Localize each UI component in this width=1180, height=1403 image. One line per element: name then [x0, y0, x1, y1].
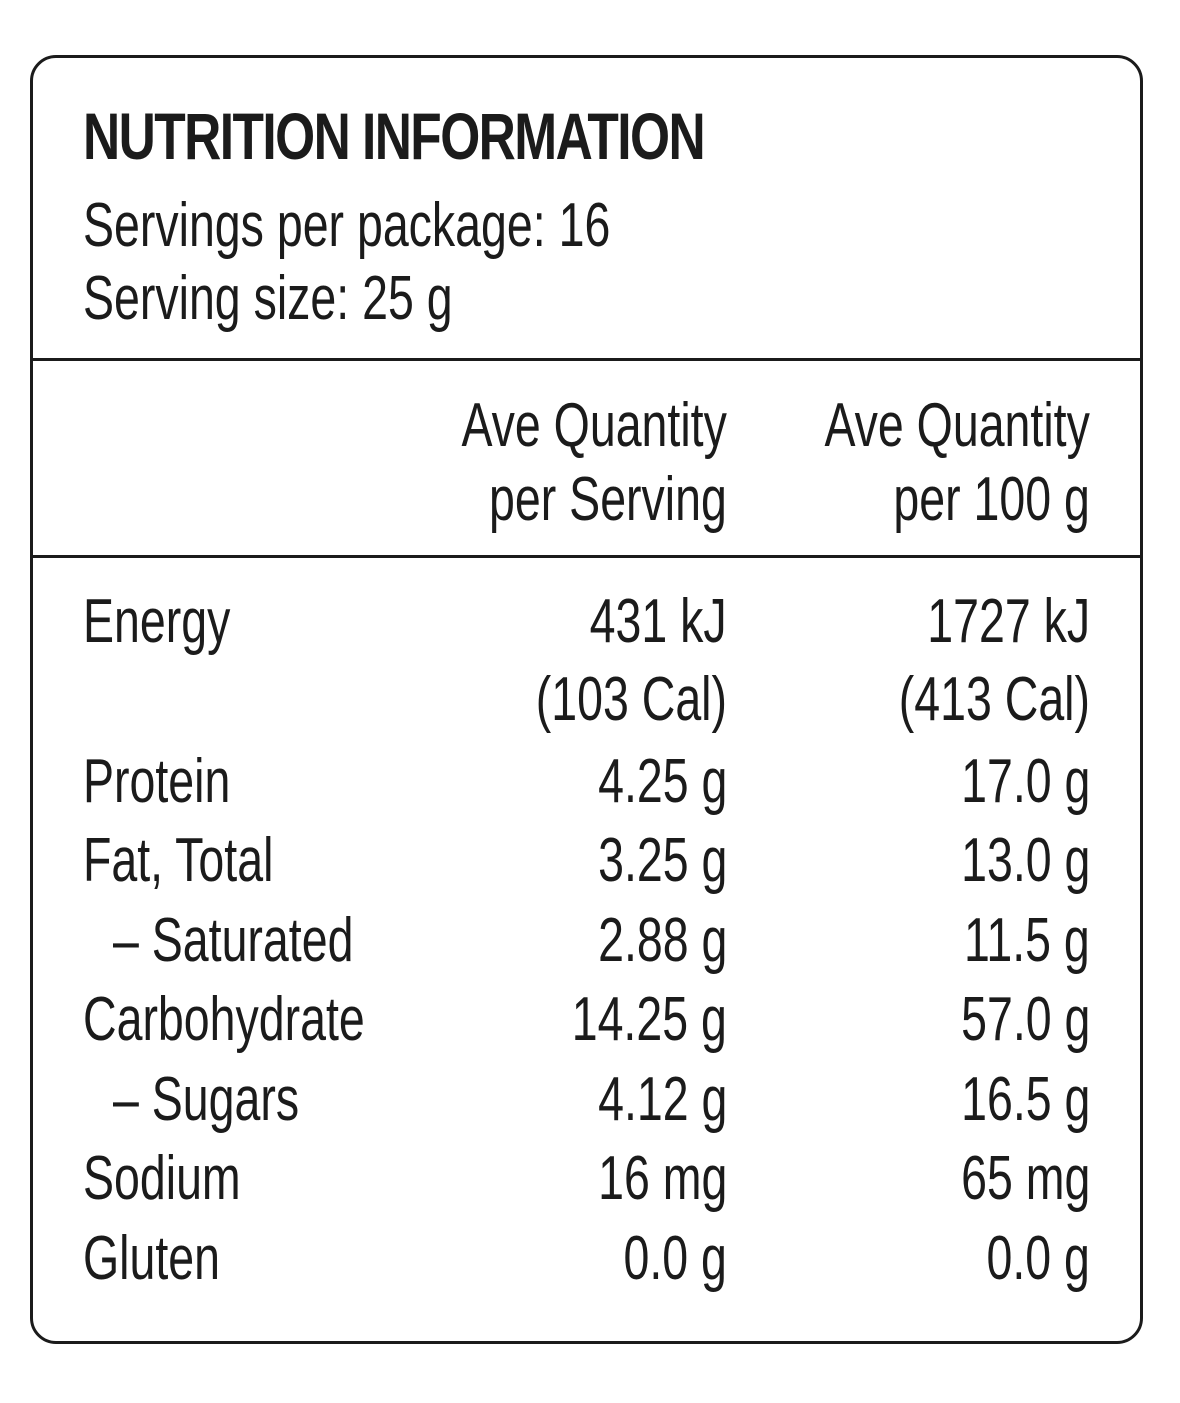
per-serving-value: 14.25 g — [571, 985, 727, 1054]
per-100g-value: 13.0 g — [960, 826, 1090, 895]
table-row: (103 Cal) (413 Cal) — [33, 660, 1140, 740]
servings-per-package: Servings per package: 16 — [83, 191, 611, 260]
per-serving-value: 431 kJ — [589, 587, 727, 656]
table-row: – Saturated 2.88 g 11.5 g — [33, 901, 1140, 981]
table-row: Gluten 0.0 g 0.0 g — [33, 1219, 1140, 1299]
nutrient-name: Energy — [83, 587, 231, 656]
table-row: Sodium 16 mg 65 mg — [33, 1139, 1140, 1219]
per-100g-value: 17.0 g — [960, 747, 1090, 816]
column-header-per-100g: Ave Quantity per 100 g — [736, 389, 1090, 537]
serving-size: Serving size: 25 g — [83, 264, 453, 333]
column-headers: Ave Quantity per Serving Ave Quantity pe… — [33, 361, 1140, 558]
table-row: Carbohydrate 14.25 g 57.0 g — [33, 980, 1140, 1060]
per-100g-value: 1727 kJ — [927, 587, 1090, 656]
per-serving-value: 2.88 g — [597, 906, 727, 975]
nutrition-panel: NUTRITION INFORMATION Servings per packa… — [30, 55, 1143, 1344]
column-header-per-serving: Ave Quantity per Serving — [373, 389, 727, 537]
per-100g-value: 57.0 g — [960, 985, 1090, 1054]
nutrient-name: Fat, Total — [83, 826, 274, 895]
table-row: – Sugars 4.12 g 16.5 g — [33, 1060, 1140, 1140]
per-100g-value: 0.0 g — [986, 1224, 1090, 1293]
column-header-line: per 100 g — [893, 465, 1091, 534]
nutrient-name: Protein — [83, 747, 231, 816]
table-row: Protein 4.25 g 17.0 g — [33, 742, 1140, 822]
column-header-line: per Serving — [489, 465, 727, 534]
per-serving-value: 0.0 g — [623, 1224, 727, 1293]
nutrient-name: Sodium — [83, 1144, 241, 1213]
panel-header: NUTRITION INFORMATION Servings per packa… — [33, 58, 1140, 361]
table-row: Energy 431 kJ 1727 kJ — [33, 582, 1140, 662]
per-serving-value: 4.12 g — [597, 1065, 727, 1134]
table-row: Fat, Total 3.25 g 13.0 g — [33, 821, 1140, 901]
nutrient-name: Gluten — [83, 1224, 221, 1293]
per-100g-value: 65 mg — [960, 1144, 1090, 1213]
per-100g-value: 16.5 g — [960, 1065, 1090, 1134]
per-100g-value: 11.5 g — [964, 906, 1090, 975]
per-serving-value: 3.25 g — [597, 826, 727, 895]
column-header-line: Ave Quantity — [824, 391, 1090, 460]
nutrient-name: – Sugars — [113, 1065, 300, 1134]
per-serving-value: 16 mg — [597, 1144, 727, 1213]
per-serving-value: 4.25 g — [597, 747, 727, 816]
per-100g-value: (413 Cal) — [898, 665, 1090, 734]
panel-title: NUTRITION INFORMATION — [83, 99, 706, 173]
column-header-line: Ave Quantity — [461, 391, 727, 460]
nutrient-name: – Saturated — [113, 906, 354, 975]
per-serving-value: (103 Cal) — [535, 665, 727, 734]
nutrient-name: Carbohydrate — [83, 985, 365, 1054]
